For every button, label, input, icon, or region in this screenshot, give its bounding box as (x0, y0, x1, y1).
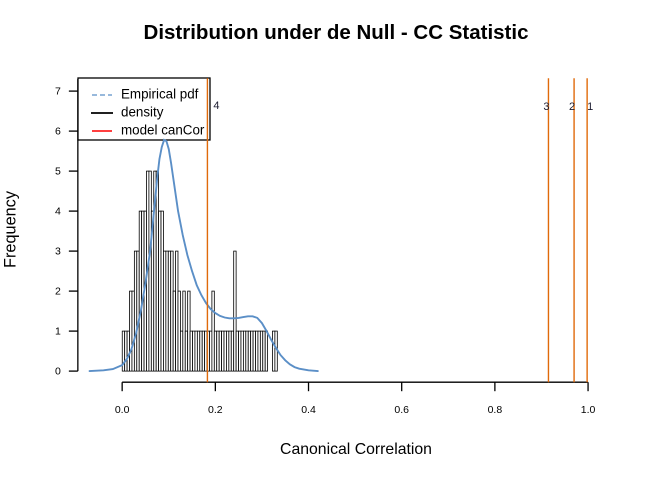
svg-text:Empirical pdf: Empirical pdf (121, 87, 199, 102)
svg-text:0.2: 0.2 (208, 404, 223, 416)
svg-text:1: 1 (587, 101, 593, 113)
svg-text:5: 5 (55, 166, 61, 178)
svg-text:0.6: 0.6 (394, 404, 409, 416)
svg-text:1: 1 (55, 326, 61, 338)
svg-text:density: density (121, 105, 164, 120)
svg-text:2: 2 (569, 101, 575, 113)
svg-text:model canCor: model canCor (121, 123, 205, 138)
svg-text:0.0: 0.0 (115, 404, 130, 416)
svg-text:1.0: 1.0 (581, 404, 596, 416)
svg-text:4: 4 (213, 100, 219, 112)
svg-text:3: 3 (55, 246, 61, 258)
svg-text:4: 4 (55, 206, 61, 218)
svg-text:0.8: 0.8 (488, 404, 503, 416)
svg-text:2: 2 (55, 286, 61, 298)
svg-text:7: 7 (55, 86, 61, 98)
svg-text:3: 3 (543, 101, 549, 113)
svg-text:6: 6 (55, 126, 61, 138)
svg-text:0.4: 0.4 (301, 404, 316, 416)
svg-text:0: 0 (55, 366, 61, 378)
